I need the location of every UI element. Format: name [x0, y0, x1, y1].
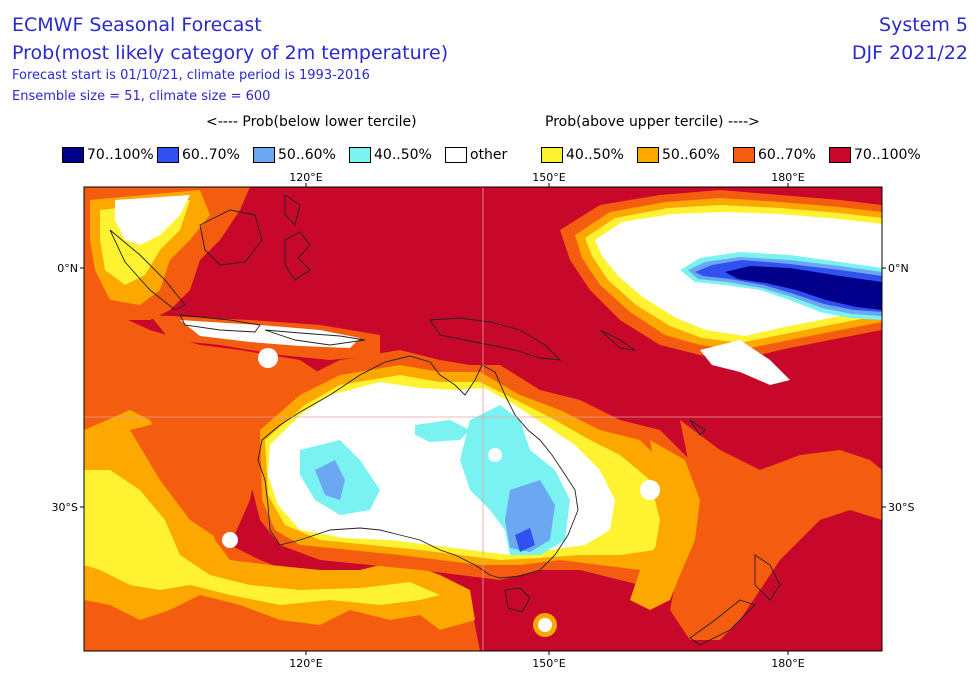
system-label: System 5 [879, 14, 968, 36]
legend-item-4: other [445, 146, 507, 164]
legend-below-header: <---- Prob(below lower tercile) [206, 114, 417, 130]
coast-australia [257, 355, 579, 579]
lat-label-right-30s: 30°S [888, 501, 914, 514]
lat-label-left-0: 0°N [57, 262, 78, 275]
legend-item-8: 70..100% [829, 146, 921, 164]
field-indian-ocean-60-70 [130, 420, 240, 540]
coast-new-zealand-south [689, 599, 756, 646]
lon-label-top-120: 120°E [289, 171, 322, 184]
legend-label: 40..50% [566, 147, 624, 163]
legend-item-6: 50..60% [637, 146, 720, 164]
field-patch-tas-inner [538, 618, 552, 632]
map-field [84, 187, 882, 651]
legend-swatch [733, 147, 755, 163]
coast-new-guinea [429, 317, 562, 361]
tick-marks [80, 183, 886, 655]
field-borneo-other [115, 195, 190, 245]
field-patch-east [640, 480, 660, 500]
legend-item-0: 70..100% [62, 146, 154, 164]
coast-sulawesi [284, 231, 311, 281]
legend-swatch [349, 147, 371, 163]
coast-borneo [199, 209, 263, 266]
legend-item-7: 60..70% [733, 146, 816, 164]
field-patch-qld [488, 448, 502, 462]
legend-item-2: 50..60% [253, 146, 336, 164]
field-pacific-tongue-other [700, 340, 790, 385]
lon-label-top-150: 150°E [532, 171, 565, 184]
legend-item-1: 60..70% [157, 146, 240, 164]
legend-item-3: 40..50% [349, 146, 432, 164]
forecast-info: Forecast start is 01/10/21, climate peri… [12, 68, 370, 83]
graticule [84, 187, 882, 651]
lon-label-bottom-120: 120°E [289, 657, 322, 670]
coast-tasmania [504, 587, 531, 613]
legend-swatch [637, 147, 659, 163]
legend-label: 50..60% [662, 147, 720, 163]
lon-label-bottom-180: 180°E [771, 657, 804, 670]
coast-solomons [599, 329, 636, 351]
field-patch-sw [222, 532, 238, 548]
map-subtitle: Prob(most likely category of 2m temperat… [12, 42, 449, 64]
field-nt-40-50-below [415, 420, 470, 442]
season-label: DJF 2021/22 [851, 42, 968, 64]
field-java-band-other [180, 320, 360, 348]
legend-label: 60..70% [182, 147, 240, 163]
legend-item-5: 40..50% [541, 146, 624, 164]
coast-sumatra [109, 229, 186, 311]
field-qld-60-70-below [515, 528, 535, 552]
legend-swatch [157, 147, 179, 163]
legend-label: 40..50% [374, 147, 432, 163]
coast-philippines [284, 194, 301, 226]
legend-swatch [541, 147, 563, 163]
tick-labels: 120°E 150°E 180°E 120°E 150°E 180°E 0°N … [52, 171, 915, 670]
field-southwest-40-50 [84, 470, 440, 605]
lon-label-bottom-150: 150°E [532, 657, 565, 670]
map-title: ECMWF Seasonal Forecast [12, 14, 262, 36]
legend-label: 70..100% [854, 147, 921, 163]
coast-new-caledonia [689, 419, 706, 436]
lat-label-right-0: 0°N [888, 262, 909, 275]
legend-label: 60..70% [758, 147, 816, 163]
legend-swatch [62, 147, 84, 163]
lon-label-top-180: 180°E [771, 171, 804, 184]
lat-label-left-30s: 30°S [52, 501, 78, 514]
field-tasman-50-60 [630, 440, 700, 610]
legend-swatch [253, 147, 275, 163]
map-frame [83, 186, 883, 652]
coastlines [109, 194, 781, 646]
legend-swatch [445, 147, 467, 163]
field-patch-java [258, 348, 278, 368]
coast-java [179, 314, 261, 333]
ensemble-info: Ensemble size = 51, climate size = 600 [12, 89, 271, 104]
field-tasman-60-70 [670, 420, 882, 640]
legend-swatch [829, 147, 851, 163]
coast-new-zealand-north [754, 554, 781, 601]
legend-label: 50..60% [278, 147, 336, 163]
legend-label: 70..100% [87, 147, 154, 163]
field-pacific-70-100-below [725, 266, 882, 310]
coast-lesser-sunda [264, 329, 366, 346]
field-australia-50-60-below [315, 460, 345, 500]
legend-above-header: Prob(above upper tercile) ----> [545, 114, 760, 130]
legend-label: other [470, 147, 508, 163]
